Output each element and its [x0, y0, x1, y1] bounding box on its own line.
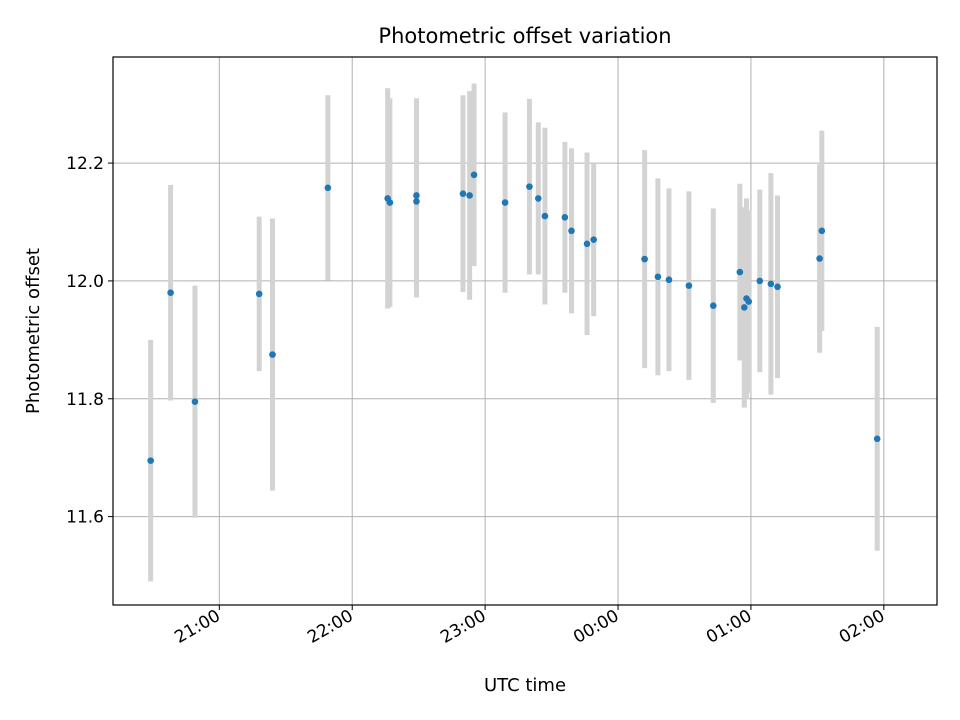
data-point: [590, 236, 597, 243]
data-point: [568, 227, 575, 235]
y-tick-label: 11.6: [66, 508, 104, 528]
y-tick-label: 11.8: [66, 390, 104, 410]
y-tick-label: 12.2: [66, 154, 104, 174]
data-point: [167, 289, 174, 296]
data-point: [709, 302, 717, 309]
y-axis-label: Photometric offset: [23, 248, 44, 414]
grid: [113, 57, 937, 605]
data-point: [526, 183, 533, 190]
data-point: [756, 277, 764, 285]
data-point: [269, 351, 276, 358]
data-point: [386, 199, 394, 206]
data-point: [774, 283, 781, 291]
data-point: [501, 199, 509, 206]
data-point: [767, 280, 775, 288]
data-points: [147, 171, 881, 464]
data-point: [413, 198, 420, 205]
data-point: [255, 290, 263, 298]
data-point: [466, 192, 473, 199]
data-point: [583, 240, 591, 248]
data-point: [324, 184, 332, 192]
data-point: [665, 276, 673, 284]
data-point: [736, 268, 744, 276]
data-point: [534, 195, 542, 202]
data-point: [561, 213, 569, 221]
data-point: [147, 457, 154, 464]
data-point: [873, 435, 881, 443]
x-axis-label: UTC time: [484, 675, 566, 696]
data-point: [685, 282, 693, 289]
data-point: [818, 227, 826, 235]
data-point: [641, 255, 648, 263]
data-point: [654, 273, 662, 281]
data-point: [740, 304, 748, 311]
data-point: [459, 190, 467, 198]
axes-frame: [112, 56, 938, 606]
data-point: [470, 171, 478, 179]
y-tick-label: 12.0: [66, 272, 104, 292]
data-point: [745, 298, 753, 305]
data-point: [816, 255, 823, 262]
chart-title: Photometric offset variation: [378, 24, 671, 48]
data-point: [541, 212, 549, 220]
data-point: [413, 192, 420, 199]
data-point: [191, 398, 199, 406]
